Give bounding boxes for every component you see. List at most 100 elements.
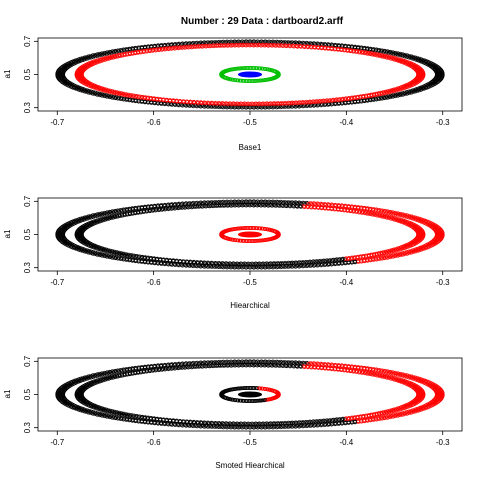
chart-base1-point [134,94,138,99]
chart-base1-point [220,101,225,105]
chart-hiearchical-point [97,213,102,218]
chart-base1-point [190,41,195,46]
chart-base1-point [176,42,181,47]
chart-smoted-hiearchical-point [102,412,107,417]
chart-base1-point [381,90,386,95]
chart-hiearchical-point [275,261,280,265]
chart-base1-point [82,87,86,92]
chart-hiearchical-xtick-label: -0.7 [50,278,64,287]
chart-hiearchical-point [390,217,395,222]
chart-hiearchical-point [107,216,111,221]
chart-base1-point [283,100,287,105]
chart-base1-point [396,58,401,63]
chart-hiearchical-point [393,247,398,251]
chart-base1-point [258,101,263,106]
chart-smoted-hiearchical-point [95,411,100,416]
chart-base1-point [247,43,252,48]
chart-base1-point [268,101,273,106]
chart-base1-point [212,43,217,48]
chart-hiearchical-cluster-point [237,231,263,238]
chart-hiearchical-point [100,246,105,251]
chart-hiearchical-point [410,248,415,253]
chart-base1-point [277,101,282,106]
chart-base1-point [390,57,395,62]
chart-base1-point [83,87,88,92]
chart-hiearchical-point [370,212,375,217]
chart-base1-point [271,76,276,80]
chart-base1-point [97,59,102,64]
chart-base1-point [375,53,380,58]
chart-base1-point [114,90,119,95]
chart-base1-point [235,101,240,106]
chart-hiearchical-point [109,254,114,258]
chart-base1-point [205,100,210,105]
chart-base1-point [179,42,184,46]
chart-hiearchical-point [126,252,131,257]
chart-base1-point [237,78,242,83]
chart-hiearchical-point [227,203,232,208]
chart-base1-point [102,92,107,97]
chart-base1-point [277,44,282,48]
chart-smoted-hiearchical-point [107,371,111,376]
chart-base1-point [108,88,113,93]
chart-hiearchical-point [125,212,130,217]
chart-base1-point [391,51,396,56]
chart-smoted-hiearchical-point [80,378,85,383]
chart-hiearchical-point [244,203,249,208]
chart-base1-point [322,42,327,46]
chart-base1-point [91,55,96,59]
chart-base1-point [255,66,260,71]
chart-smoted-hiearchical-point [83,377,88,382]
chart-base1-point [255,43,260,48]
chart-hiearchical-point [212,203,217,208]
chart-hiearchical-point [386,211,391,215]
chart-hiearchical-point [117,250,121,255]
chart-base1-series-1 [74,42,426,107]
chart-base1-point [393,52,398,57]
chart-hiearchical-point [257,238,262,243]
chart-hiearchical-point [66,224,71,229]
chart-base1-point [286,100,291,105]
chart-hiearchical-point [255,203,260,208]
chart-base1-point [359,50,364,55]
panel-hiearchical: -0.7 -0.6 -0.5 -0.4 -0.30.30.50.7Hiearchical… [3,195,463,310]
chart-smoted-hiearchical-point [183,361,188,366]
chart-hiearchical-point [284,204,289,209]
chart-base1-point [128,52,132,57]
chart-hiearchical-point [110,249,115,254]
chart-base1-point [398,59,402,64]
chart-base1-point [196,45,201,49]
chart-base1-point [374,91,379,96]
chart-smoted-hiearchical-point [398,411,403,416]
chart-hiearchical-point [177,201,181,206]
chart-smoted-hiearchical-xtick-label: -0.4 [339,438,353,447]
chart-base1-series-0 [55,39,445,110]
chart-base1-point [366,93,371,97]
chart-base1-point [408,89,413,93]
chart-hiearchical-ytick-label: 0.7 [23,195,32,207]
chart-hiearchical-point [183,263,188,268]
chart-hiearchical-point [190,201,195,206]
chart-hiearchical-point [383,249,388,254]
chart-hiearchical-point [198,260,203,265]
chart-hiearchical-point [389,211,394,216]
chart-hiearchical-point [233,203,237,208]
chart-base1-point [233,43,237,48]
chart-hiearchical-point [122,213,127,218]
chart-base1-point [228,77,232,81]
chart-hiearchical-point [410,216,415,221]
chart-hiearchical-point [367,212,372,217]
chart-base1-point [389,51,394,56]
chart-base1-point [398,91,403,96]
chart-hiearchical-point [108,248,113,253]
chart-hiearchical-point [85,248,90,253]
chart-base1-point [412,87,417,92]
chart-base1-point [379,90,384,95]
chart-base1-point [414,76,419,81]
chart-base1-point [132,93,136,98]
chart-base1-points [55,39,445,110]
chart-hiearchical-point [111,215,116,220]
chart-base1-point [263,78,267,82]
chart-hiearchical-xlabel: Hiearchical [230,301,270,310]
